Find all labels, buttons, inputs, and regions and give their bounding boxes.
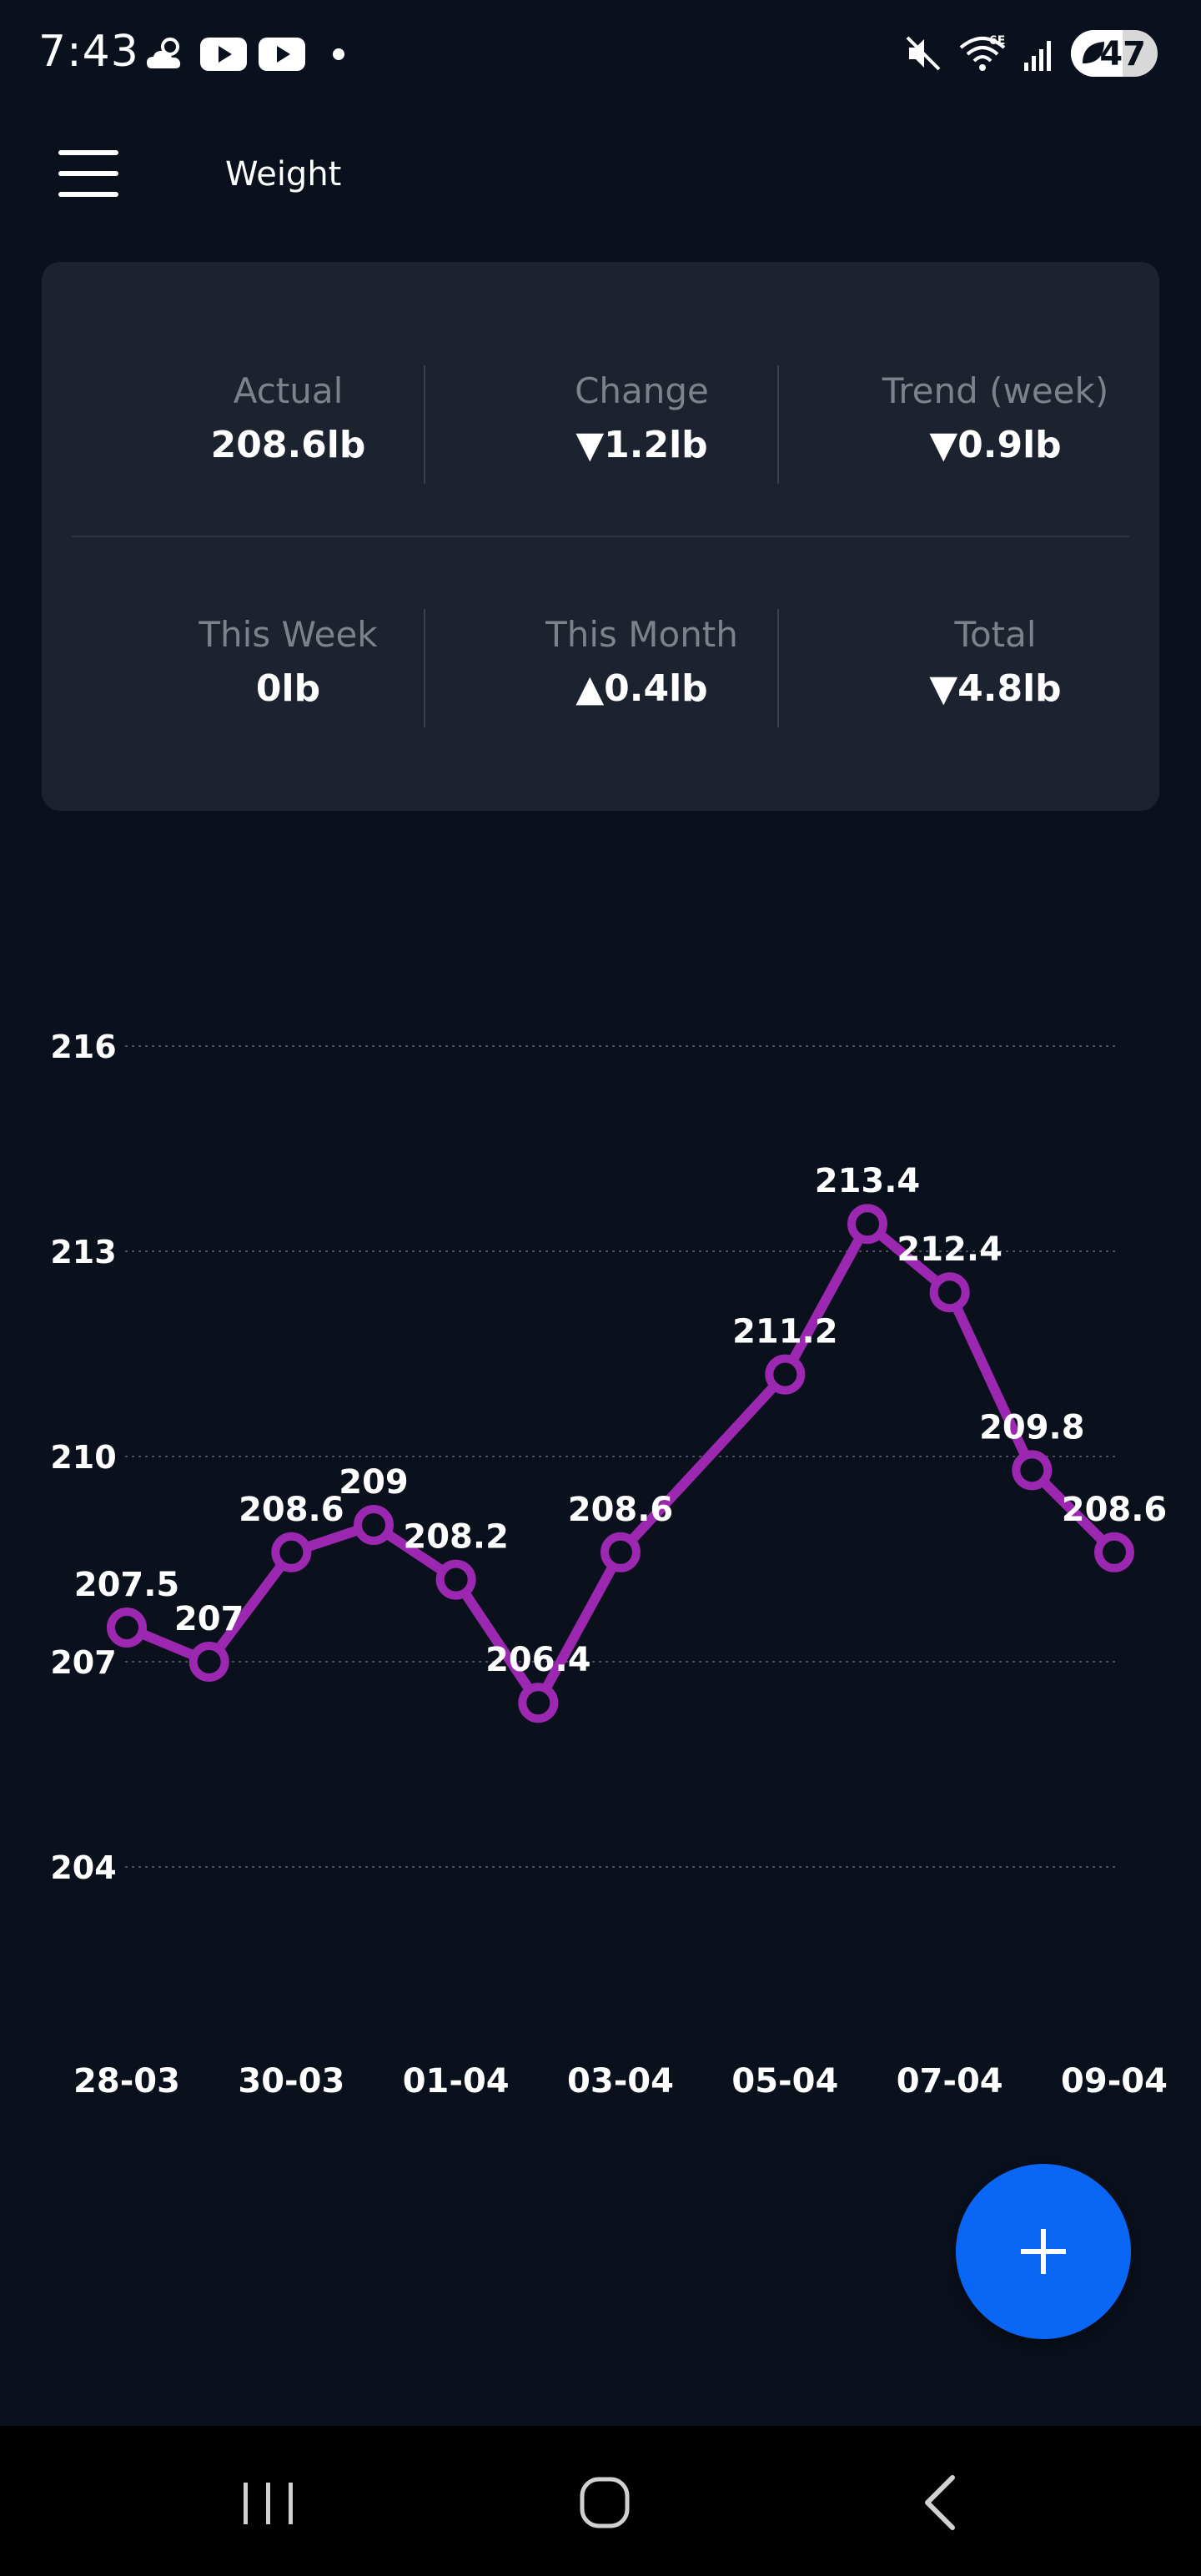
cellular-signal-icon	[1024, 41, 1051, 71]
x-tick-label: 03-04	[567, 2062, 674, 2101]
stat-actual: Actual 208.6lb	[112, 355, 465, 472]
stats-row-top: Actual 208.6lb Change ▼1.2lb Trend (week…	[42, 355, 1159, 484]
youtube-icon	[200, 38, 247, 71]
mute-icon	[906, 36, 941, 71]
status-time: 7:43	[38, 27, 139, 77]
stat-this-month: This Month ▲0.4lb	[465, 599, 818, 716]
data-label: 208.2	[403, 1518, 509, 1557]
stat-separator	[777, 609, 779, 727]
x-tick-label: 07-04	[897, 2062, 1003, 2101]
stat-this-week: This Week 0lb	[112, 599, 465, 716]
app-bar: Weight	[0, 125, 1201, 225]
svg-text:6E: 6E	[989, 34, 1005, 48]
stat-separator	[424, 609, 425, 727]
data-label: 212.4	[897, 1230, 1003, 1269]
stats-summary-card: Actual 208.6lb Change ▼1.2lb Trend (week…	[42, 262, 1159, 811]
stat-value: ▼4.8lb	[929, 667, 1062, 710]
back-icon[interactable]	[889, 2464, 989, 2539]
stat-separator	[424, 365, 425, 484]
series-line	[122, 1219, 1119, 1708]
data-point	[847, 1204, 887, 1245]
data-point	[765, 1354, 806, 1395]
recent-apps-icon[interactable]	[219, 2464, 319, 2539]
data-point	[188, 1642, 229, 1682]
data-label: 207	[174, 1600, 244, 1638]
stats-row-bottom: This Week 0lb This Month ▲0.4lb Total ▼4…	[42, 599, 1159, 727]
stat-label: Actual	[233, 370, 344, 411]
notification-icons	[145, 33, 350, 75]
data-point	[435, 1559, 476, 1600]
data-point	[1012, 1450, 1053, 1491]
y-tick-label: 204	[50, 1849, 116, 1886]
data-point	[107, 1607, 147, 1648]
add-weight-button[interactable]	[956, 2164, 1131, 2339]
data-label: 211.2	[732, 1313, 838, 1351]
data-label: 206.4	[485, 1641, 591, 1679]
x-tick-label: 05-04	[731, 2062, 838, 2101]
battery-indicator: 47	[1071, 30, 1158, 77]
weight-line-chart: 216 213 210 207 204 28-03 30-03 01-04 03-04 05-04…	[50, 1029, 1168, 2101]
battery-level: 47	[1099, 35, 1146, 73]
more-notifications-dot-icon	[333, 48, 344, 60]
stat-value: 208.6lb	[210, 424, 366, 466]
x-tick-label: 30-03	[238, 2062, 344, 2101]
stat-value: ▼0.9lb	[929, 424, 1062, 466]
data-point	[600, 1532, 641, 1572]
x-tick-label: 09-04	[1061, 2062, 1168, 2101]
y-tick-label: 210	[50, 1439, 116, 1476]
data-point	[518, 1683, 559, 1723]
stat-change: Change ▼1.2lb	[465, 355, 818, 472]
wifi-icon: 6E	[959, 34, 1005, 71]
weight-chart: 216 213 210 207 204 28-03 30-03 01-04 03-04 05-04…	[0, 951, 1201, 2119]
data-point	[271, 1532, 312, 1572]
stat-label: Trend (week)	[882, 370, 1109, 411]
stat-total: Total ▼4.8lb	[819, 599, 1172, 716]
page-title: Weight	[225, 155, 342, 194]
stat-value: ▲0.4lb	[575, 667, 708, 710]
y-tick-label: 216	[50, 1029, 116, 1065]
stat-label: This Week	[198, 614, 378, 655]
power-saving-leaf-icon	[1083, 42, 1104, 63]
data-label: 208.6	[568, 1491, 674, 1529]
card-divider	[72, 536, 1129, 537]
stat-trend-week: Trend (week) ▼0.9lb	[819, 355, 1172, 472]
stat-label: Change	[575, 370, 709, 411]
stat-value: 0lb	[255, 667, 321, 710]
weather-icon	[147, 38, 181, 68]
data-point	[354, 1505, 394, 1545]
system-navigation-bar	[0, 2426, 1201, 2576]
data-point	[929, 1272, 970, 1313]
y-tick-label: 207	[50, 1644, 116, 1681]
status-bar: 7:43	[0, 0, 1201, 108]
stat-label: Total	[954, 614, 1037, 655]
stat-value: ▼1.2lb	[575, 424, 708, 466]
system-status-icons: 6E 47	[904, 30, 1158, 77]
x-tick-label: 28-03	[73, 2062, 180, 2101]
data-label: 208.6	[239, 1491, 344, 1529]
data-label: 209.8	[979, 1408, 1085, 1446]
y-tick-label: 213	[50, 1234, 116, 1270]
data-label: 208.6	[1062, 1491, 1168, 1529]
data-point	[1094, 1532, 1134, 1572]
data-label: 213.4	[815, 1162, 921, 1200]
youtube-icon	[259, 38, 305, 71]
data-label: 209	[339, 1463, 409, 1502]
stat-separator	[777, 365, 779, 484]
stat-label: This Month	[545, 614, 738, 655]
data-label: 207.5	[74, 1566, 180, 1604]
hamburger-menu-icon[interactable]	[58, 150, 118, 197]
home-icon[interactable]	[554, 2464, 654, 2539]
x-tick-label: 01-04	[403, 2062, 510, 2101]
